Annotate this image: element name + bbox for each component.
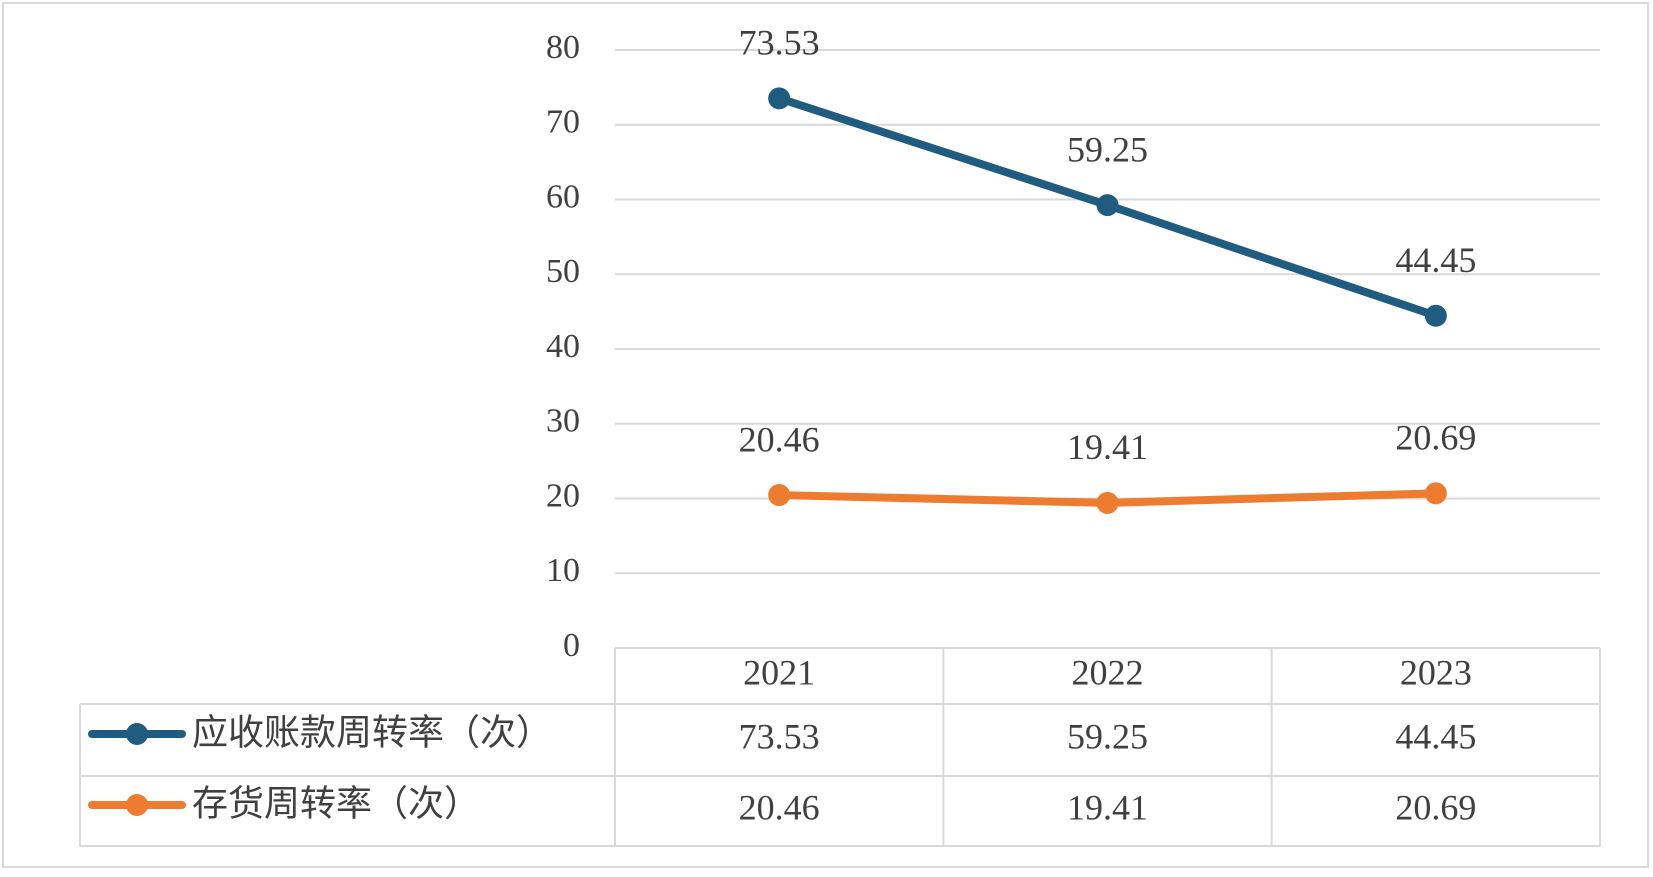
data-point (1096, 194, 1119, 217)
y-tick-label: 80 (546, 29, 580, 66)
x-category-label: 2021 (743, 652, 815, 692)
series-lines (768, 87, 1447, 514)
data-point (768, 87, 791, 110)
data-label: 59.25 (1067, 129, 1148, 169)
y-axis-tick-labels: 0 10 20 30 40 50 60 70 80 (546, 29, 580, 664)
y-tick-label: 70 (546, 104, 580, 141)
y-tick-label: 50 (546, 253, 580, 290)
data-labels: 73.53 59.25 44.45 20.46 19.41 20.69 (739, 23, 1477, 468)
legend-key-marker (126, 723, 148, 745)
x-category-label: 2023 (1400, 652, 1472, 692)
y-tick-label: 40 (546, 328, 580, 365)
data-table-cell: 20.69 (1395, 787, 1476, 827)
data-table-cell: 19.41 (1067, 787, 1148, 827)
data-point (1424, 482, 1447, 505)
data-table-cell: 73.53 (739, 716, 820, 756)
data-table-cell: 44.45 (1395, 716, 1476, 756)
x-category-label: 2022 (1072, 652, 1144, 692)
data-label: 73.53 (739, 23, 820, 63)
data-point (1096, 491, 1119, 514)
y-tick-label: 30 (546, 403, 580, 440)
data-label: 20.69 (1395, 418, 1476, 458)
data-point (768, 484, 791, 507)
data-point (1424, 304, 1447, 327)
y-tick-label: 20 (546, 477, 580, 514)
legend-series-label: 存货周转率（次） (192, 783, 480, 823)
data-table-cell: 59.25 (1067, 716, 1148, 756)
legend-key-marker (126, 794, 148, 816)
data-label: 20.46 (739, 419, 820, 459)
data-table: 2021 2022 2023 应收账款周转率（次） 73.53 59.25 44.45 存货周… (79, 647, 1601, 847)
y-tick-label: 0 (563, 627, 580, 664)
y-tick-label: 60 (546, 178, 580, 215)
legend-series-label: 应收账款周转率（次） (192, 712, 552, 752)
data-label: 19.41 (1067, 427, 1148, 467)
data-label: 44.45 (1395, 240, 1476, 280)
data-table-cell: 20.46 (739, 787, 820, 827)
y-tick-label: 10 (546, 552, 580, 589)
